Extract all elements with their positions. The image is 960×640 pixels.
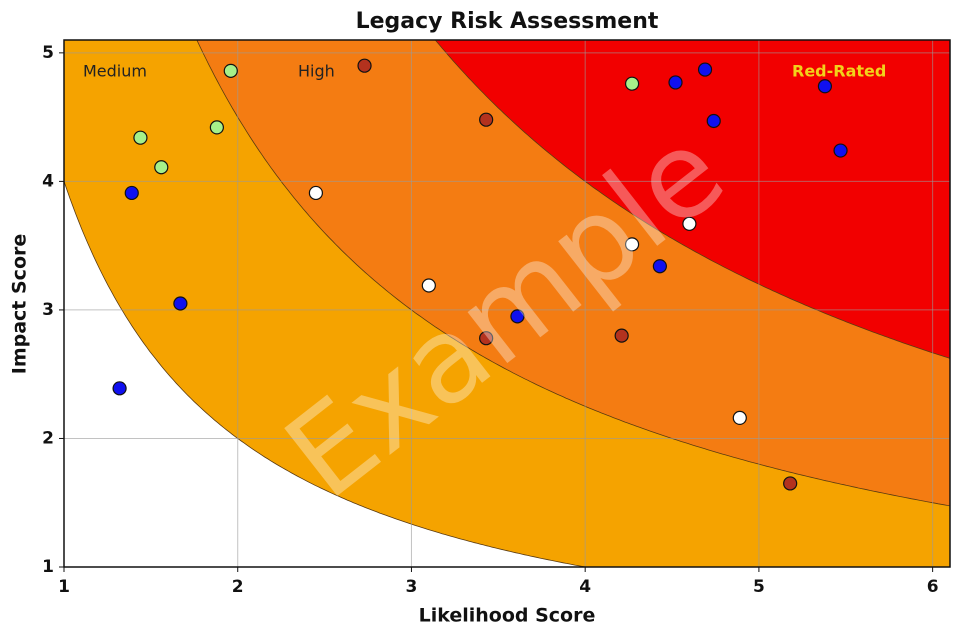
scatter-point — [154, 160, 169, 175]
scatter-point — [783, 476, 798, 491]
y-tick-label: 4 — [42, 171, 54, 191]
x-axis-label: Likelihood Score — [419, 605, 596, 627]
y-axis-label: Impact Score — [9, 234, 31, 375]
scatter-point — [421, 278, 436, 293]
x-tick-label: 3 — [406, 577, 418, 597]
scatter-point — [624, 237, 640, 252]
scatter-point — [668, 75, 683, 90]
scatter-point — [614, 328, 629, 343]
zone-label: Red-Rated — [792, 62, 886, 81]
scatter-point — [124, 185, 139, 201]
scatter-point — [223, 63, 238, 78]
scatter-point — [697, 62, 713, 77]
scatter-point — [209, 120, 224, 135]
y-tick-label: 1 — [42, 557, 54, 577]
plot-frame — [63, 39, 951, 568]
scatter-point — [510, 309, 525, 324]
zone-label: Medium — [83, 62, 147, 81]
scatter-point — [308, 185, 324, 201]
y-tick-label: 3 — [42, 300, 54, 320]
scatter-point — [173, 296, 188, 311]
scatter-point — [706, 113, 721, 129]
scatter-point — [833, 143, 848, 158]
x-tick-label: 6 — [927, 577, 939, 597]
risk-zone — [434, 40, 950, 359]
x-tick-label: 1 — [58, 577, 70, 597]
zone-label: High — [298, 62, 335, 81]
scatter-point — [624, 76, 640, 91]
scatter-point — [479, 112, 494, 127]
scatter-point — [817, 79, 833, 94]
scatter-point — [133, 130, 148, 145]
x-tick-label: 5 — [753, 577, 765, 597]
scatter-point — [357, 58, 372, 73]
y-tick-label: 2 — [42, 428, 54, 448]
y-tick-label: 5 — [42, 43, 54, 63]
scatter-point — [732, 410, 747, 425]
x-tick-label: 4 — [579, 577, 591, 597]
chart-title: Legacy Risk Assessment — [356, 9, 659, 34]
plot-area — [64, 40, 950, 567]
scatter-point — [112, 381, 127, 396]
scatter-point — [652, 259, 667, 274]
scatter-point — [682, 216, 697, 231]
x-tick-label: 2 — [232, 577, 244, 597]
scatter-point — [479, 331, 494, 346]
